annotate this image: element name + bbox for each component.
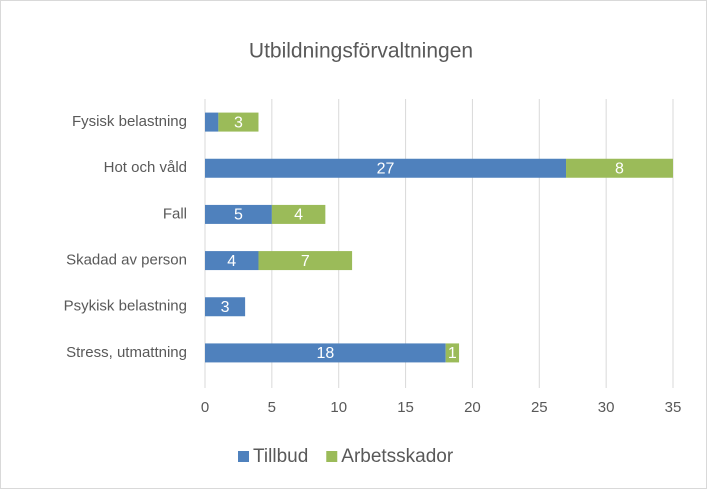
bar xyxy=(205,204,272,224)
bar xyxy=(445,343,460,363)
x-tick-label: 30 xyxy=(598,399,615,416)
bar xyxy=(205,158,567,178)
y-tick-label: Fysisk belastning xyxy=(72,113,187,130)
bar xyxy=(205,112,219,132)
y-tick-label: Psykisk belastning xyxy=(64,298,187,315)
x-tick-label: 0 xyxy=(201,399,209,416)
data-label: 4 xyxy=(227,253,236,270)
bar xyxy=(205,297,246,317)
y-tick-label: Stress, utmattning xyxy=(66,344,187,361)
data-label: 7 xyxy=(301,253,310,270)
bar xyxy=(218,112,259,132)
data-label: 5 xyxy=(234,207,243,224)
data-label: 3 xyxy=(234,114,243,131)
legend-swatch xyxy=(238,451,249,462)
y-tick-label: Hot och våld xyxy=(104,159,187,176)
legend-label: Tillbud xyxy=(253,446,308,467)
bar xyxy=(566,158,673,178)
x-tick-label: 10 xyxy=(330,399,347,416)
x-tick-label: 35 xyxy=(665,399,682,416)
bar xyxy=(271,204,326,224)
x-tick-label: 5 xyxy=(268,399,276,416)
x-tick-label: 15 xyxy=(397,399,414,416)
bar xyxy=(205,251,259,271)
data-label: 27 xyxy=(377,160,395,177)
x-tick-label: 20 xyxy=(464,399,481,416)
data-label: 18 xyxy=(316,345,334,362)
y-tick-label: Skadad av person xyxy=(66,252,187,269)
data-label: 4 xyxy=(294,207,303,224)
data-label: 1 xyxy=(448,345,457,362)
data-label: 8 xyxy=(615,160,624,177)
legend-swatch xyxy=(326,451,338,462)
bar xyxy=(258,251,353,271)
chart-title: Utbildningsförvaltningen xyxy=(249,40,473,63)
bar xyxy=(205,343,446,363)
y-tick-label: Fall xyxy=(163,205,187,222)
legend-label: Arbetsskador xyxy=(341,446,454,467)
data-label: 3 xyxy=(221,299,230,316)
x-tick-label: 25 xyxy=(531,399,548,416)
